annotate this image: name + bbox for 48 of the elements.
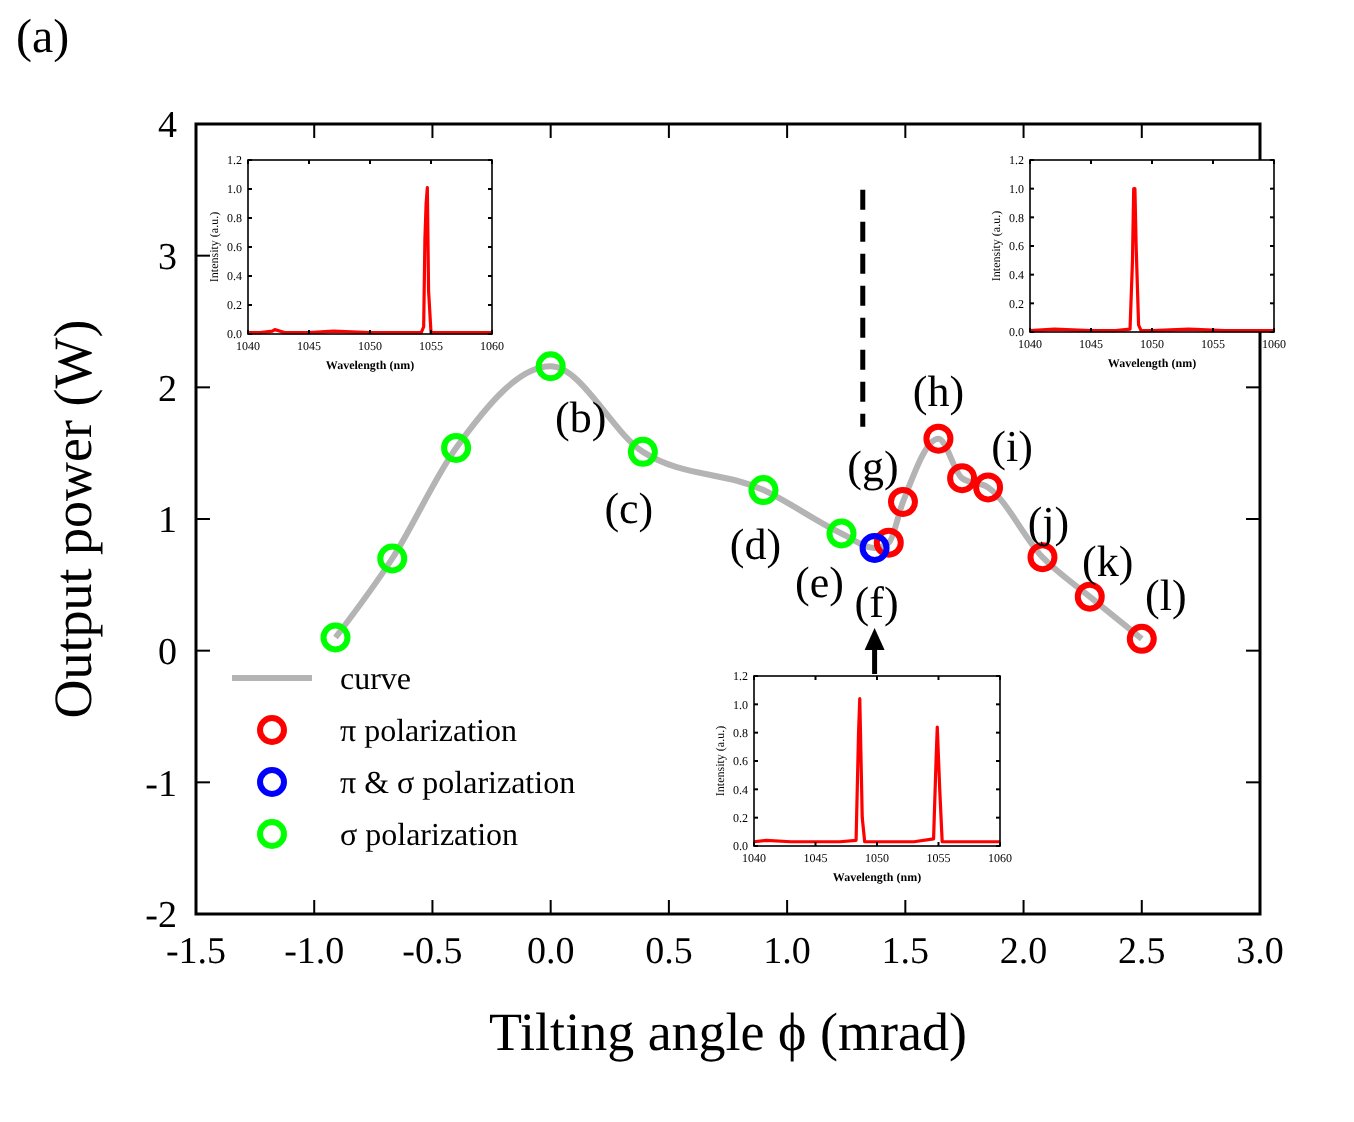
y-tick-label: 3 [158,236,177,279]
annotation: (d) [729,519,782,570]
point [859,532,890,563]
annotation: (j) [1027,496,1070,547]
line-series [752,697,1002,844]
x-tick-label: -1.0 [284,931,345,974]
x-tick-label: 0.0 [526,931,575,974]
annotation: (k) [1082,536,1134,587]
x-tick-label: 1.0 [763,931,811,974]
y-tick-label: 2 [158,368,177,411]
annotation: (c) [604,483,654,534]
point [1126,623,1157,654]
point [535,351,566,382]
point [826,518,857,549]
x-tick-label: 1.5 [881,931,930,974]
x-tick-label: 2.5 [1118,931,1166,974]
legend-label: π polarization [340,715,517,750]
x-tick-label: -0.5 [402,931,463,974]
annotation: (g) [847,441,899,492]
y-tick-label: 1 [158,500,177,543]
y-tick-label: 0 [158,631,177,674]
legend-label: σ polarization [340,819,519,854]
annotation: (h) [912,366,965,417]
annotation: (l) [1145,570,1187,621]
y-tick-label: -1 [145,763,177,806]
annotation: (f) [854,577,899,628]
x-tick-label: 0.5 [645,931,693,974]
legend-label: curve [340,663,412,698]
line-series [246,185,494,335]
annotation: (i) [991,420,1033,471]
annotation: (b) [555,391,607,442]
point [748,475,779,506]
legend-label: π & σ polarization [340,767,576,802]
point [377,543,408,574]
x-tick-label: 2.0 [999,931,1048,974]
x-axis-title: Tilting angle ϕ (mrad) [489,1001,967,1062]
annotation: (e) [795,556,844,607]
point [441,432,472,463]
x-tick-label: 3.0 [1236,931,1284,974]
line-series [1028,187,1276,333]
point [320,622,351,653]
y-axis-title: Output power (W) [43,319,104,719]
point [947,463,978,494]
chart-title: (a) [16,12,70,64]
point [923,423,954,454]
point [627,436,658,467]
y-tick-label: 4 [158,105,178,148]
point [973,472,1004,503]
